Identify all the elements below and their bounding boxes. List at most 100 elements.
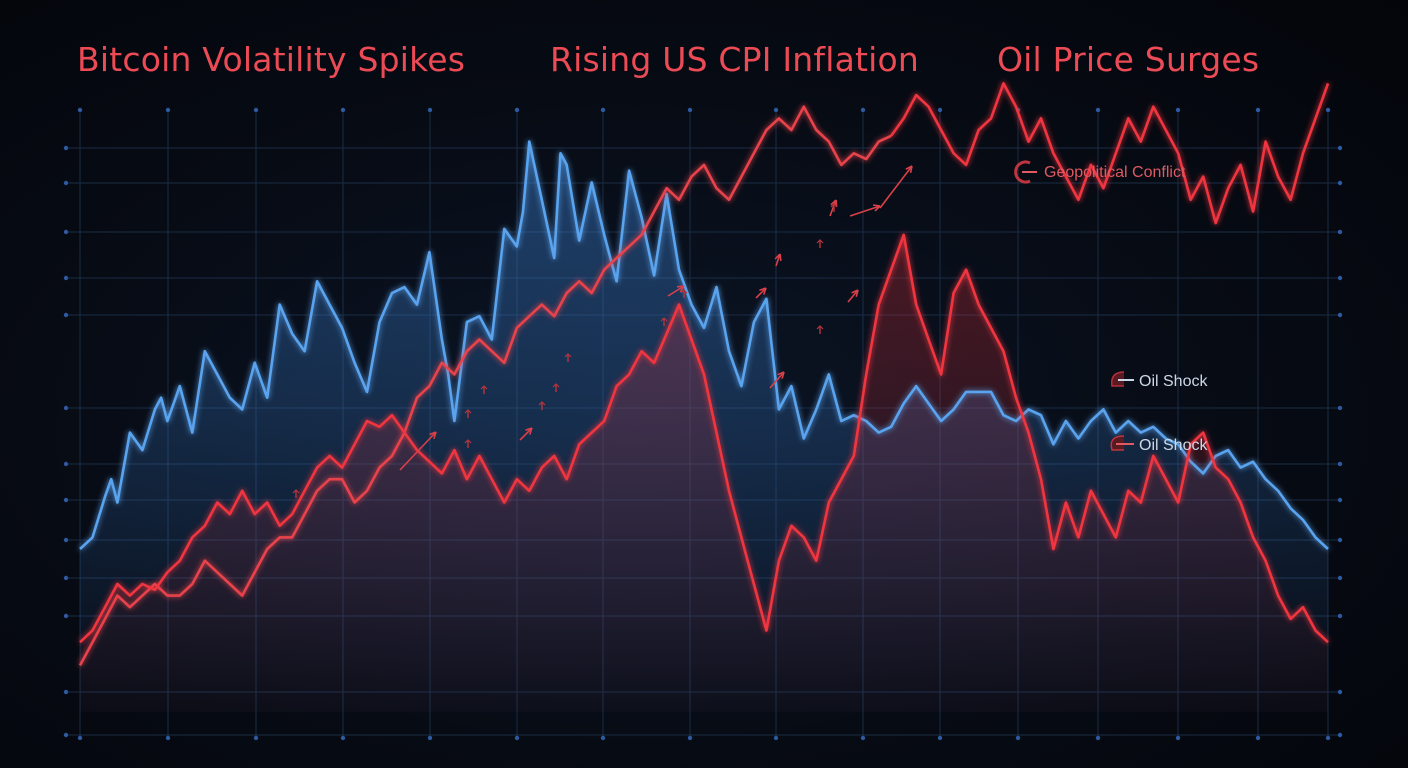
data-point-bitcoin xyxy=(1115,432,1117,434)
data-point-bitcoin xyxy=(522,211,524,213)
grid-dot xyxy=(63,497,69,503)
data-point-bitcoin xyxy=(504,228,506,230)
data-point-oil xyxy=(429,461,431,463)
grid-dot xyxy=(63,461,69,467)
data-point-oil_surge xyxy=(1215,222,1217,224)
data-point-cpi xyxy=(266,548,268,550)
data-point-cpi xyxy=(279,537,281,539)
data-point-cpi xyxy=(865,158,867,160)
data-point-bitcoin xyxy=(560,153,562,155)
data-point-cpi xyxy=(204,560,206,562)
data-point-bitcoin xyxy=(79,548,81,550)
data-point-oil xyxy=(578,444,580,446)
data-point-oil_surge xyxy=(1265,141,1267,143)
data-point-cpi xyxy=(104,618,106,620)
trend-arrow-head xyxy=(905,165,913,174)
data-point-oil_surge xyxy=(1327,83,1329,85)
data-point-oil xyxy=(603,420,605,422)
series-line-oil xyxy=(79,233,1329,644)
data-point-oil xyxy=(541,467,543,469)
data-point-bitcoin xyxy=(1065,420,1067,422)
data-point-oil xyxy=(329,455,331,457)
trend-tick-head xyxy=(464,439,472,444)
grid-dot xyxy=(773,107,779,113)
data-point-bitcoin xyxy=(217,374,219,376)
data-point-oil_surge xyxy=(1190,199,1192,201)
trend-tick-head xyxy=(816,325,824,330)
data-point-oil_surge xyxy=(978,129,980,131)
data-point-oil_surge xyxy=(1078,199,1080,201)
data-point-cpi xyxy=(254,572,256,574)
data-point-oil xyxy=(316,467,318,469)
data-point-oil xyxy=(491,478,493,480)
trend-tick-head xyxy=(680,289,688,294)
data-point-cpi xyxy=(853,153,855,155)
annotation-geopolitical-conflict: Geopolitical Conflict xyxy=(1014,160,1186,184)
data-point-bitcoin xyxy=(160,397,162,399)
data-point-oil xyxy=(766,630,768,632)
data-point-bitcoin xyxy=(466,321,468,323)
trend-arrow xyxy=(849,205,881,217)
trend-tick-head xyxy=(660,317,668,322)
data-point-cpi xyxy=(391,455,393,457)
data-point-cpi xyxy=(566,292,568,294)
data-point-oil xyxy=(1277,595,1279,597)
data-point-bitcoin xyxy=(391,292,393,294)
data-point-oil xyxy=(1265,560,1267,562)
grid-dot xyxy=(1337,461,1343,467)
data-point-oil_surge xyxy=(915,94,917,96)
data-point-bitcoin xyxy=(416,304,418,306)
grid-dot xyxy=(1337,275,1343,281)
data-point-oil xyxy=(553,455,555,457)
data-point-bitcoin xyxy=(628,170,630,172)
data-point-oil_surge xyxy=(890,135,892,137)
grid-dot xyxy=(514,107,520,113)
data-point-oil_surge xyxy=(1003,83,1005,85)
grid-dot xyxy=(860,735,866,741)
data-point-oil_surge xyxy=(1177,153,1179,155)
trend-arrow xyxy=(519,427,533,441)
data-point-bitcoin xyxy=(454,420,456,422)
data-point-bitcoin xyxy=(878,432,880,434)
data-point-oil_surge xyxy=(1053,153,1055,155)
data-point-oil xyxy=(279,525,281,527)
trend-arrow-head xyxy=(872,204,881,212)
data-point-oil xyxy=(1302,606,1304,608)
grid-dot xyxy=(427,735,433,741)
data-point-oil_surge xyxy=(1290,199,1292,201)
data-point-oil_surge xyxy=(1153,106,1155,108)
grid-dot xyxy=(1095,735,1101,741)
data-point-bitcoin xyxy=(516,246,518,248)
annotation-oil-shock-1: Oil Shock xyxy=(1111,371,1208,390)
data-point-oil xyxy=(516,478,518,480)
data-point-bitcoin xyxy=(853,414,855,416)
data-point-bitcoin xyxy=(1153,426,1155,428)
data-point-bitcoin xyxy=(940,420,942,422)
data-point-oil_surge xyxy=(1103,187,1105,189)
data-point-bitcoin xyxy=(1277,490,1279,492)
arrow-left-icon xyxy=(1111,371,1125,387)
grid-dot xyxy=(1095,107,1101,113)
data-point-bitcoin xyxy=(778,409,780,411)
grid-dot xyxy=(687,107,693,113)
data-point-bitcoin xyxy=(1302,519,1304,521)
grid-dot xyxy=(165,735,171,741)
data-point-bitcoin xyxy=(104,496,106,498)
data-point-bitcoin xyxy=(691,304,693,306)
trend-arrows xyxy=(292,165,913,498)
data-point-bitcoin xyxy=(1015,420,1017,422)
data-point-oil xyxy=(728,490,730,492)
annotation-label: Geopolitical Conflict xyxy=(1044,164,1186,181)
trend-arrow xyxy=(769,371,785,389)
data-point-oil xyxy=(92,630,94,632)
grid-dot xyxy=(63,180,69,186)
data-point-bitcoin xyxy=(366,391,368,393)
data-point-bitcoin xyxy=(447,374,449,376)
data-point-cpi xyxy=(142,595,144,597)
data-point-oil xyxy=(79,641,81,643)
data-point-bitcoin xyxy=(1053,444,1055,446)
data-point-bitcoin xyxy=(154,409,156,411)
data-point-oil xyxy=(1140,502,1142,504)
data-point-cpi xyxy=(179,595,181,597)
data-point-oil xyxy=(940,374,942,376)
